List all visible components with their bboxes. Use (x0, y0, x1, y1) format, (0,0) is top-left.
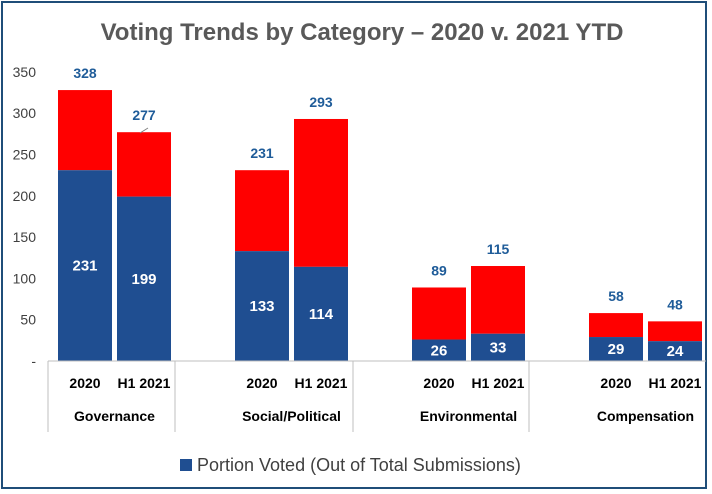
label-leader-line (139, 127, 149, 134)
legend: Portion Voted (Out of Total Submissions) (180, 455, 521, 475)
voted-data-label: 114 (309, 306, 334, 323)
bar-total-remainder (294, 118, 348, 267)
bar-voted (412, 339, 466, 361)
y-tick-label: 150 (13, 229, 37, 245)
period-tick-label: 2020 (423, 375, 454, 391)
bar-voted (117, 196, 171, 361)
total-data-label: 115 (487, 241, 510, 257)
bar-voted (294, 266, 348, 361)
bar-voted (471, 333, 525, 361)
y-tick-label: - (31, 353, 36, 369)
category-tick-label: Social/Political (242, 408, 341, 424)
y-axis: - 50 100 150 200 250 300 350 (13, 64, 37, 369)
voted-data-label: 26 (431, 342, 448, 359)
y-tick-label: 50 (20, 312, 36, 328)
period-tick-label: 2020 (246, 375, 277, 391)
voted-data-label: 199 (131, 271, 156, 288)
total-data-label: 328 (73, 65, 97, 81)
bar-total-remainder (648, 321, 702, 342)
plot-area: 328 231 277 199 231 133 293 114 89 26 115 33 58 29 48 2… (58, 65, 702, 361)
category-tick-label: Compensation (597, 408, 694, 424)
bar-voted (58, 170, 112, 361)
voted-data-label: 29 (608, 341, 625, 358)
y-tick-label: 350 (13, 64, 37, 80)
period-tick-label: H1 2021 (649, 375, 702, 391)
total-data-label: 231 (250, 145, 274, 161)
total-data-label: 277 (132, 107, 156, 123)
period-tick-label: 2020 (69, 375, 100, 391)
total-data-label: 58 (608, 288, 624, 304)
y-tick-label: 250 (13, 147, 37, 163)
legend-label-voted: Portion Voted (Out of Total Submissions) (197, 455, 521, 475)
chart-title: Voting Trends by Category – 2020 v. 2021… (101, 19, 624, 46)
bar-voted (235, 251, 289, 361)
y-tick-label: 200 (13, 188, 37, 204)
y-tick-label: 300 (13, 105, 37, 121)
period-tick-label: H1 2021 (472, 375, 525, 391)
voted-data-label: 33 (490, 339, 507, 356)
bar-total-remainder (412, 287, 466, 340)
voted-data-label: 133 (249, 298, 274, 315)
y-tick-label: 100 (13, 270, 37, 286)
category-tick-label: Environmental (420, 408, 517, 424)
period-tick-label: H1 2021 (118, 375, 171, 391)
bar-total-remainder (471, 266, 525, 334)
category-tick-label: Governance (74, 408, 155, 424)
x-axis: 2020 H1 2021 Governance 2020 H1 2021 Social/P… (47, 360, 706, 432)
bar-total-remainder (235, 170, 289, 252)
bar-total-remainder (117, 132, 171, 197)
total-data-label: 48 (667, 296, 683, 312)
total-data-label: 89 (431, 262, 447, 278)
bar-total-remainder (589, 313, 643, 338)
voted-data-label: 231 (72, 258, 97, 275)
bar-total-remainder (58, 90, 112, 171)
legend-swatch-voted (180, 459, 192, 471)
bar-voted (589, 337, 643, 361)
period-tick-label: H1 2021 (295, 375, 348, 391)
period-tick-label: 2020 (600, 375, 631, 391)
voted-data-label: 24 (667, 343, 684, 360)
total-data-label: 293 (309, 94, 333, 110)
bar-voted (648, 341, 702, 361)
